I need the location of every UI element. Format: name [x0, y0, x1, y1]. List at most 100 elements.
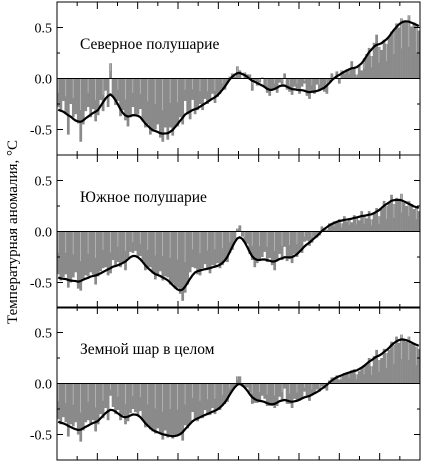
- anomaly-bar: [395, 23, 398, 79]
- bar-highlight: [110, 383, 111, 390]
- anomaly-bar: [263, 78, 267, 88]
- y-tick-label: 0.0: [35, 73, 53, 88]
- anomaly-bar: [293, 78, 296, 87]
- anomaly-bar: [330, 224, 334, 232]
- anomaly-bar: [365, 218, 369, 232]
- bar-highlight: [266, 78, 268, 86]
- anomaly-bar: [308, 231, 311, 246]
- bar-highlight: [393, 203, 395, 218]
- bar-highlight: [386, 352, 387, 369]
- bar-highlight: [400, 193, 402, 213]
- anomaly-bar: [91, 231, 95, 275]
- anomaly-bar: [285, 78, 289, 90]
- anomaly-bar: [305, 231, 309, 241]
- anomaly-bar: [360, 70, 364, 79]
- anomaly-bar: [372, 42, 376, 79]
- anomaly-bar: [186, 383, 190, 429]
- bar-highlight: [110, 231, 111, 253]
- anomaly-bar: [320, 226, 324, 232]
- anomaly-bar: [380, 49, 383, 79]
- anomaly-bar: [119, 383, 122, 421]
- anomaly-bar: [397, 342, 401, 384]
- anomaly-bar: [233, 76, 237, 79]
- anomaly-bar: [372, 213, 376, 232]
- anomaly-bar: [253, 383, 257, 403]
- anomaly-bar: [134, 231, 137, 251]
- anomaly-bar: [275, 78, 279, 93]
- bar-highlight: [304, 78, 305, 82]
- anomaly-bar: [141, 231, 145, 262]
- bar-highlight: [244, 231, 246, 238]
- anomaly-bar: [151, 383, 155, 432]
- anomaly-bar: [417, 30, 421, 79]
- anomaly-bar: [357, 66, 361, 79]
- bar-highlight: [408, 336, 410, 361]
- anomaly-bar: [76, 78, 80, 124]
- bar-highlight: [266, 231, 268, 247]
- anomaly-bar: [357, 371, 361, 384]
- anomaly-bar: [270, 78, 274, 90]
- anomaly-bar: [367, 211, 371, 232]
- anomaly-bar: [99, 383, 103, 415]
- anomaly-bar: [248, 383, 252, 393]
- anomaly-bar: [285, 231, 289, 262]
- anomaly-bar: [275, 231, 279, 262]
- bar-highlight: [57, 231, 59, 253]
- bar-highlight: [184, 231, 186, 263]
- anomaly-bar: [148, 383, 152, 430]
- bar-highlight: [102, 231, 104, 250]
- anomaly-bar: [303, 383, 306, 392]
- anomaly-bar: [201, 231, 204, 269]
- anomaly-bar: [106, 78, 110, 108]
- bar-highlight: [169, 383, 171, 409]
- anomaly-bar: [193, 383, 197, 421]
- anomaly-bar: [111, 383, 115, 407]
- anomaly-bar: [66, 383, 70, 437]
- bar-highlight: [102, 383, 104, 401]
- anomaly-bar: [208, 383, 212, 416]
- anomaly-bar: [134, 78, 137, 116]
- smoothed-curve: [57, 20, 420, 135]
- anomaly-bar: [171, 78, 175, 136]
- anomaly-bar: [412, 209, 416, 232]
- bar-highlight: [57, 78, 59, 93]
- anomaly-bar: [370, 219, 374, 232]
- anomaly-bar: [260, 383, 264, 396]
- anomaly-bar: [136, 383, 140, 416]
- bar-highlight: [169, 78, 171, 103]
- bar-highlight: [162, 231, 164, 256]
- anomaly-bar: [231, 231, 234, 250]
- anomaly-bar: [412, 22, 416, 79]
- anomaly-bar: [96, 231, 100, 277]
- anomaly-bar: [196, 231, 199, 275]
- anomaly-bar: [290, 78, 294, 95]
- anomaly-bar: [129, 78, 132, 118]
- anomaly-bar: [193, 78, 197, 115]
- anomaly-bar: [104, 231, 107, 268]
- bar-highlight: [400, 18, 402, 49]
- anomaly-bar: [84, 383, 88, 423]
- anomaly-bar: [350, 370, 354, 384]
- bar-highlight: [221, 78, 223, 84]
- bar-highlight: [162, 383, 164, 412]
- anomaly-bar: [293, 231, 296, 254]
- anomaly-bar: [382, 200, 386, 232]
- bar-highlight: [259, 78, 261, 81]
- bar-highlight: [154, 231, 156, 256]
- anomaly-bar: [186, 231, 190, 285]
- anomaly-bar: [94, 231, 98, 285]
- bar-highlight: [236, 66, 238, 73]
- anomaly-bar: [211, 383, 214, 408]
- anomaly-bar: [337, 219, 341, 232]
- bar-highlight: [162, 78, 164, 111]
- anomaly-bar: [114, 231, 117, 266]
- bar-highlight: [80, 231, 81, 262]
- anomaly-bar: [298, 231, 301, 251]
- bar-highlight: [65, 231, 67, 253]
- bar-highlight: [117, 78, 119, 90]
- bar-highlight: [326, 78, 328, 87]
- y-tick-label: 0.0: [35, 378, 53, 393]
- anomaly-bar: [81, 383, 85, 431]
- anomaly-bar: [129, 231, 132, 252]
- anomaly-bar: [328, 78, 331, 82]
